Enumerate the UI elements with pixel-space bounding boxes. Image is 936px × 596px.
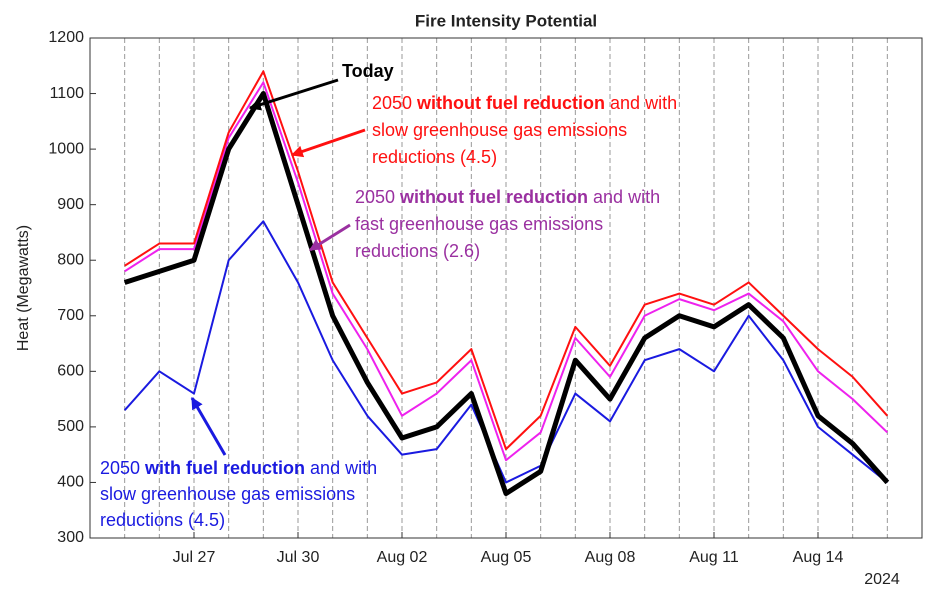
x-tick-label: Jul 27 — [173, 549, 216, 566]
y-tick-label: 600 — [57, 363, 84, 380]
y-tick-label: 300 — [57, 529, 84, 546]
y-axis-label: Heat (Megawatts) — [15, 225, 32, 351]
x-tick-label: Aug 11 — [689, 549, 739, 566]
x-year-label: 2024 — [864, 571, 900, 588]
annotation: 2050 without fuel reduction and with — [372, 93, 677, 113]
annotation: reductions (2.6) — [355, 241, 480, 261]
annotation-part: without fuel reduction — [416, 93, 605, 113]
annotation-arrow — [308, 223, 351, 252]
chart-title: Fire Intensity Potential — [415, 11, 597, 30]
x-tick-label: Jul 30 — [277, 549, 320, 566]
x-tick-label: Aug 02 — [377, 549, 428, 566]
x-tick-label: Aug 05 — [481, 549, 532, 566]
annotation-arrow — [290, 128, 366, 158]
annotation: Today — [342, 61, 394, 81]
annotation-part: slow greenhouse gas emissions — [372, 120, 627, 140]
annotation: fast greenhouse gas emissions — [355, 214, 603, 234]
y-tick-label: 400 — [57, 474, 84, 491]
annotation-arrow — [190, 396, 227, 456]
y-tick-label: 1100 — [50, 85, 85, 102]
x-tick-label: Aug 14 — [793, 549, 844, 566]
annotation-part: 2050 — [355, 187, 400, 207]
y-tick-label: 1200 — [48, 29, 84, 46]
annotation-arrow — [248, 78, 339, 111]
annotation-part: 2050 — [100, 458, 145, 478]
y-tick-label: 500 — [57, 418, 84, 435]
y-tick-label: 900 — [57, 196, 84, 213]
annotation-part: slow greenhouse gas emissions — [100, 484, 355, 504]
annotation: slow greenhouse gas emissions — [372, 120, 627, 140]
annotation-part: and with — [305, 458, 377, 478]
annotation-part: 2050 — [372, 93, 417, 113]
annotation: reductions (4.5) — [372, 147, 497, 167]
y-tick-label: 800 — [57, 251, 84, 268]
annotation: 2050 with fuel reduction and with — [100, 458, 377, 478]
annotation: slow greenhouse gas emissions — [100, 484, 355, 504]
annotation: 2050 without fuel reduction and with — [355, 187, 660, 207]
annotation-part: fast greenhouse gas emissions — [355, 214, 603, 234]
series-line — [123, 220, 888, 484]
series-line — [124, 70, 889, 451]
annotation: reductions (4.5) — [100, 510, 225, 530]
annotation-part: reductions (4.5) — [100, 510, 225, 530]
x-tick-label: Aug 08 — [585, 549, 636, 566]
annotation-part: Today — [342, 61, 394, 81]
annotation-part: reductions (2.6) — [355, 241, 480, 261]
annotation-part: with fuel reduction — [144, 458, 305, 478]
annotation-part: and with — [605, 93, 677, 113]
y-tick-label: 700 — [57, 307, 84, 324]
series-line — [123, 91, 890, 497]
y-tick-label: 1000 — [48, 140, 84, 157]
annotation-part: reductions (4.5) — [372, 147, 497, 167]
annotation-part: and with — [588, 187, 660, 207]
plot-frame — [89, 37, 923, 539]
annotation-part: without fuel reduction — [399, 187, 588, 207]
